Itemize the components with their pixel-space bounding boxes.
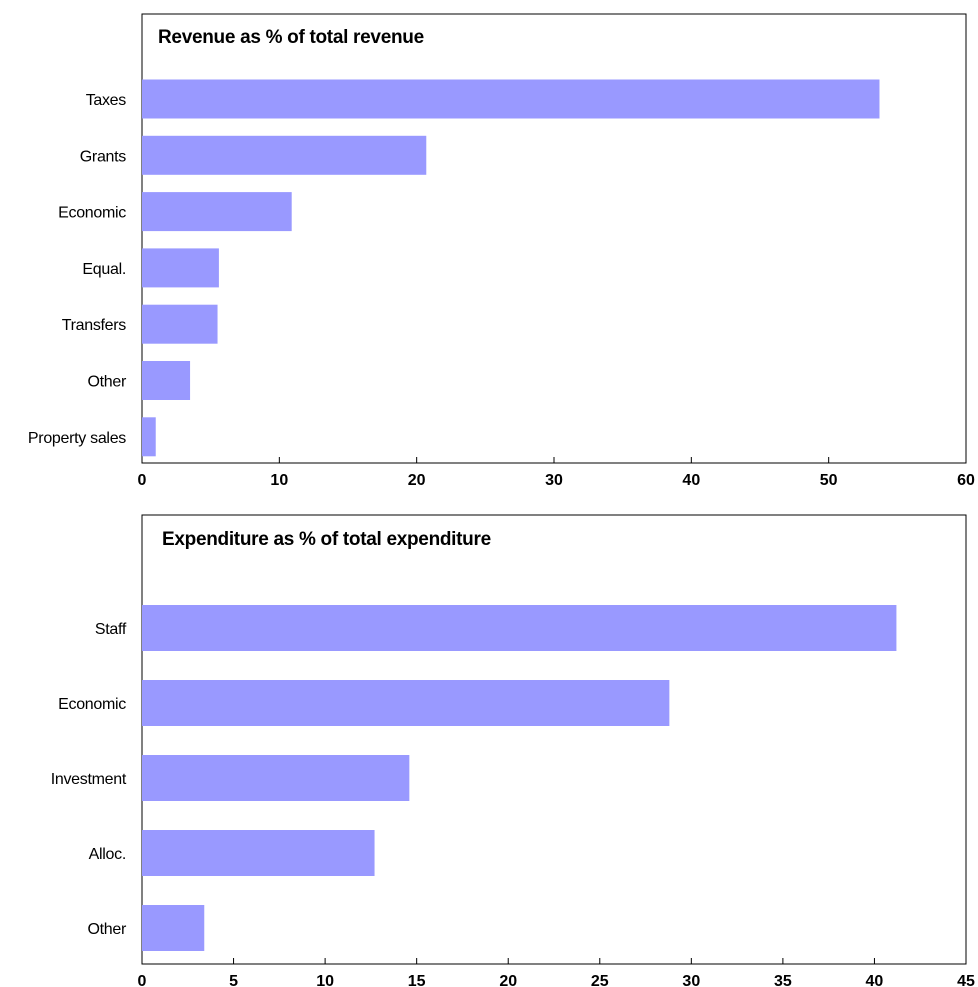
revenue-category-label: Equal. [82,261,126,278]
revenue-x-tick-label: 60 [957,472,975,489]
revenue-category-label: Taxes [86,92,127,109]
revenue-x-tick-label: 0 [138,472,147,489]
revenue-bar [142,361,191,400]
revenue-x-tick-label: 10 [270,472,288,489]
expenditure-bars [142,605,897,951]
revenue-x-tick-label: 20 [408,472,426,489]
expenditure-category-label: Other [87,921,126,938]
expenditure-category-label: Alloc. [89,846,126,863]
revenue-category-labels: Taxes Grants Economic Equal. Transfers Other P… [28,92,127,447]
revenue-x-axis: 0 10 20 30 40 50 60 [138,457,975,489]
expenditure-x-tick-label: 0 [138,973,147,987]
expenditure-category-label: Investment [51,771,127,788]
expenditure-x-tick-label: 35 [774,973,792,987]
expenditure-x-tick-label: 5 [229,973,238,987]
expenditure-x-tick-label: 15 [408,973,426,987]
revenue-bars [142,79,880,457]
revenue-category-label: Property sales [28,430,126,447]
revenue-category-label: Economic [58,205,126,222]
expenditure-category-labels: Staff Economic Investment Alloc. Other [51,621,128,938]
revenue-bar [142,417,156,457]
expenditure-x-tick-label: 20 [499,973,517,987]
expenditure-x-tick-label: 10 [316,973,334,987]
revenue-bar [142,135,427,175]
expenditure-category-label: Staff [95,621,127,638]
revenue-bar [142,192,292,232]
expenditure-bar [142,830,375,876]
expenditure-x-tick-label: 25 [591,973,609,987]
revenue-x-tick-label: 40 [682,472,700,489]
expenditure-x-tick-label: 30 [682,973,700,987]
expenditure-x-axis: 0 5 10 15 20 25 30 35 40 45 [138,958,975,987]
revenue-bar [142,248,219,288]
revenue-bar [142,304,218,344]
revenue-category-label: Transfers [62,317,127,334]
revenue-chart-title: Revenue as % of total revenue [158,27,424,48]
revenue-bar [142,79,880,119]
expenditure-plot-frame [141,514,967,965]
revenue-x-tick-label: 50 [820,472,838,489]
expenditure-x-tick-label: 45 [957,973,975,987]
revenue-chart: Revenue as % of total revenue Taxes Grant… [28,13,975,489]
expenditure-bar [142,605,897,651]
expenditure-chart-title: Expenditure as % of total expenditure [162,529,491,550]
expenditure-bar [142,905,205,951]
revenue-category-label: Grants [80,148,127,165]
expenditure-bar [142,755,410,801]
expenditure-chart: Expenditure as % of total expenditure St… [51,514,975,987]
revenue-x-tick-label: 30 [545,472,563,489]
expenditure-category-label: Economic [58,696,126,713]
revenue-category-label: Other [87,374,126,391]
expenditure-bar [142,680,670,726]
expenditure-x-tick-label: 40 [866,973,884,987]
